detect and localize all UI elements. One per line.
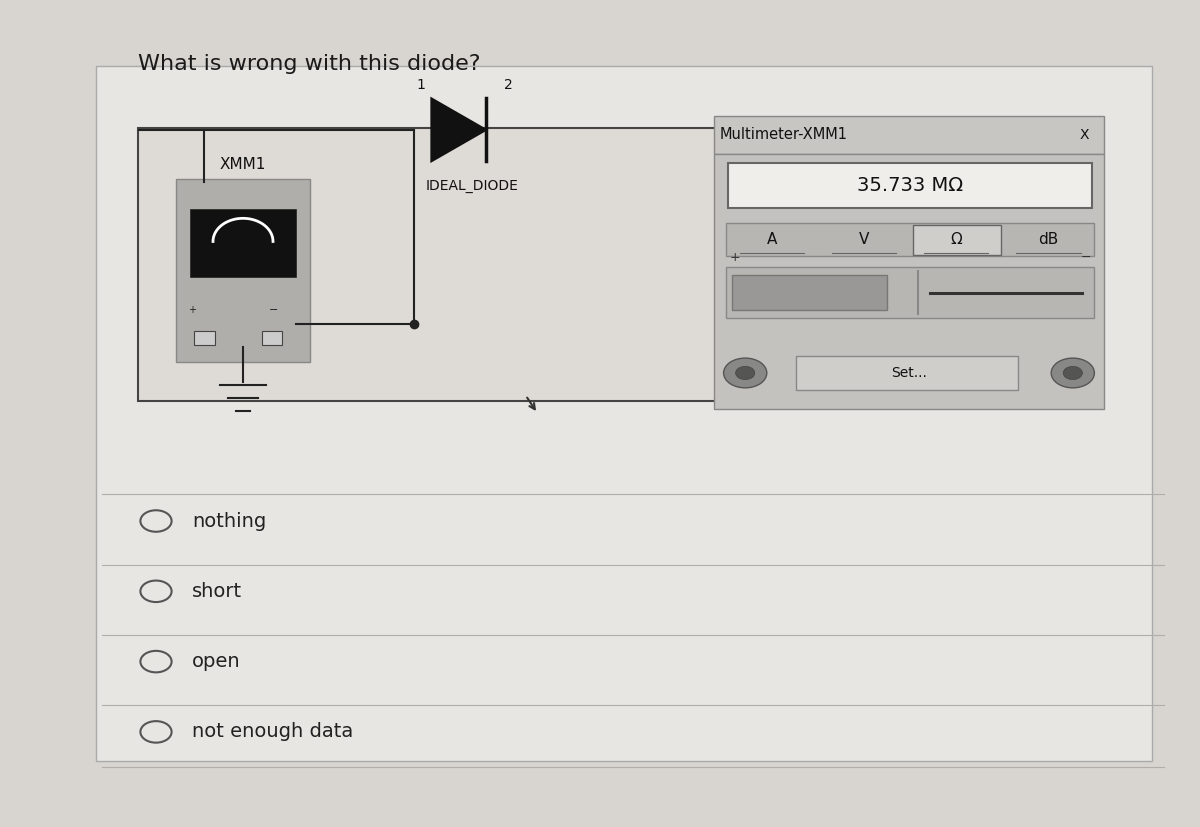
FancyBboxPatch shape bbox=[796, 356, 1018, 390]
Text: 1: 1 bbox=[416, 78, 426, 92]
Text: +: + bbox=[730, 251, 740, 264]
Text: V: V bbox=[859, 232, 869, 247]
Circle shape bbox=[736, 366, 755, 380]
Text: IDEAL_DIODE: IDEAL_DIODE bbox=[425, 179, 518, 194]
Text: dB: dB bbox=[1038, 232, 1058, 247]
Text: open: open bbox=[192, 653, 241, 671]
Text: Ω: Ω bbox=[950, 232, 962, 247]
Text: nothing: nothing bbox=[192, 512, 266, 530]
FancyBboxPatch shape bbox=[912, 225, 1001, 255]
FancyBboxPatch shape bbox=[728, 163, 1092, 208]
FancyBboxPatch shape bbox=[96, 66, 1152, 761]
FancyBboxPatch shape bbox=[726, 223, 1094, 256]
FancyBboxPatch shape bbox=[194, 331, 215, 345]
Text: 2: 2 bbox=[504, 78, 512, 92]
FancyBboxPatch shape bbox=[176, 179, 310, 362]
Text: A: A bbox=[767, 232, 778, 247]
Text: +: + bbox=[188, 305, 197, 315]
Text: What is wrong with this diode?: What is wrong with this diode? bbox=[138, 54, 480, 74]
Text: −: − bbox=[1080, 251, 1091, 264]
Text: not enough data: not enough data bbox=[192, 723, 353, 741]
Text: Set...: Set... bbox=[892, 366, 926, 380]
FancyBboxPatch shape bbox=[714, 154, 1104, 409]
Text: short: short bbox=[192, 582, 242, 600]
Polygon shape bbox=[432, 98, 486, 161]
FancyBboxPatch shape bbox=[726, 267, 1094, 318]
Text: X: X bbox=[1080, 128, 1090, 141]
Text: −: − bbox=[269, 305, 278, 315]
FancyBboxPatch shape bbox=[714, 116, 1104, 154]
FancyBboxPatch shape bbox=[262, 331, 282, 345]
Text: 35.733 MΩ: 35.733 MΩ bbox=[857, 176, 964, 195]
FancyBboxPatch shape bbox=[138, 128, 738, 401]
Circle shape bbox=[1051, 358, 1094, 388]
Text: XMM1: XMM1 bbox=[220, 157, 266, 172]
Text: Multimeter-XMM1: Multimeter-XMM1 bbox=[720, 127, 848, 142]
FancyBboxPatch shape bbox=[732, 275, 887, 310]
Circle shape bbox=[1063, 366, 1082, 380]
FancyBboxPatch shape bbox=[190, 209, 296, 277]
Circle shape bbox=[724, 358, 767, 388]
